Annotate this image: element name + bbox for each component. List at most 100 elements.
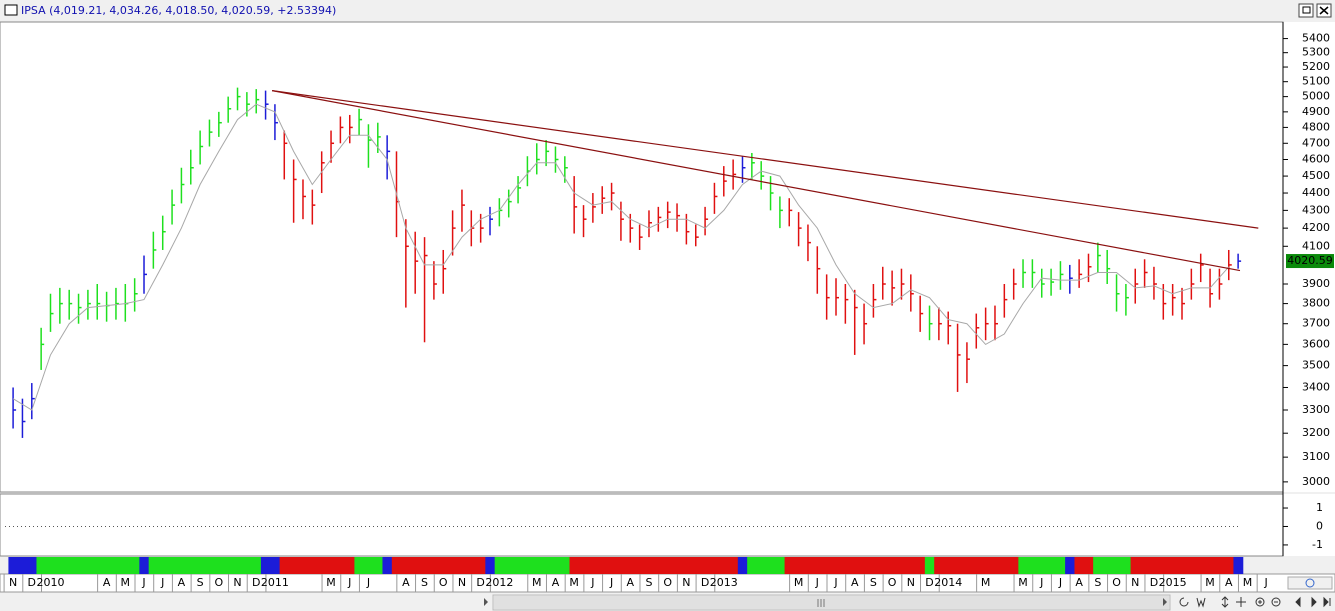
y-tick-label: 0	[1316, 519, 1323, 532]
x-tick-label: 2012	[485, 576, 513, 589]
trend-strip-segment	[644, 557, 655, 574]
trend-strip-segment	[532, 557, 542, 574]
x-tick-label: M	[981, 576, 991, 589]
scroll-thumb[interactable]	[494, 596, 1169, 609]
trend-strip-segment	[1018, 557, 1029, 574]
trend-strip-segment	[691, 557, 701, 574]
trend-strip-segment	[887, 557, 898, 574]
x-tick-label: N	[458, 576, 466, 589]
trend-strip-segment	[504, 557, 514, 574]
trend-strip-segment	[952, 557, 963, 574]
trend-strip-segment	[634, 557, 645, 574]
trend-strip-segment	[17, 557, 28, 574]
trend-strip-segment	[709, 557, 720, 574]
trend-strip-segment	[158, 557, 168, 574]
y-tick-label: 1	[1316, 501, 1323, 514]
indicator-panel	[0, 493, 1284, 557]
trend-strip-segment	[214, 557, 224, 574]
moving-average	[12, 103, 1230, 411]
x-tick-label: D	[476, 576, 484, 589]
trend-strip-segment	[1083, 557, 1094, 574]
trend-strip-segment	[868, 557, 879, 574]
thumb-grip	[817, 599, 825, 607]
x-tick-label: D	[925, 576, 933, 589]
toolbar-icons[interactable]	[1179, 596, 1331, 608]
y-tick-label: 4400	[1302, 186, 1330, 199]
y-tick-label: 3600	[1302, 337, 1330, 350]
trend-strip-segment	[1224, 557, 1234, 574]
trend-strip-segment	[1167, 557, 1178, 574]
last-price-label: 4020.59	[1287, 254, 1333, 267]
trend-strip-segment	[850, 557, 860, 574]
trend-strip-segment	[578, 557, 589, 574]
trend-strip-segment	[279, 557, 290, 574]
trend-strip-segment	[719, 557, 729, 574]
trend-strip-segment	[494, 557, 505, 574]
x-tick-label: J	[366, 576, 370, 589]
trend-strip-segment	[606, 557, 617, 574]
x-tick-label: O	[888, 576, 897, 589]
trend-strip-segment	[999, 557, 1010, 574]
x-tick-label: J	[815, 576, 819, 589]
trend-strip-segment	[129, 557, 140, 574]
x-tick-label: 2013	[710, 576, 738, 589]
trend-strip-segment	[447, 557, 458, 574]
trend-strip-segment	[429, 557, 440, 574]
trend-strip-segment	[1196, 557, 1206, 574]
y-tick-label: 4500	[1302, 169, 1330, 182]
trend-strip-segment	[485, 557, 496, 574]
restore-button[interactable]	[1298, 3, 1314, 18]
trend-strip-segment	[924, 557, 935, 574]
x-tick-label: A	[178, 576, 186, 589]
trend-line	[272, 90, 1241, 272]
trend-strip-segment	[148, 557, 159, 574]
x-tick-label: S	[421, 576, 428, 589]
trend-strip-segment	[1102, 557, 1113, 574]
trend-strip-segment	[803, 557, 814, 574]
chart-title: IPSA (4,019.21, 4,034.26, 4,018.50, 4,02…	[21, 4, 336, 17]
x-tick-label: S	[870, 576, 877, 589]
x-tick-label: O	[439, 576, 448, 589]
x-tick-label: 2015	[1159, 576, 1187, 589]
x-tick-label: A	[1075, 576, 1083, 589]
trend-strip-segment	[1074, 557, 1085, 574]
trend-strip-segment	[1121, 557, 1132, 574]
trend-strip-segment	[1037, 557, 1047, 574]
trend-strip-segment	[971, 557, 982, 574]
y-tick-label: 4200	[1302, 221, 1330, 234]
trend-strip-segment	[139, 557, 150, 574]
trend-strip-segment	[73, 557, 84, 574]
trend-strip-segment	[1093, 557, 1104, 574]
trend-strip-segment	[401, 557, 412, 574]
trend-strip-segment	[354, 557, 365, 574]
y-tick-label: -1	[1312, 538, 1323, 551]
zoom-button[interactable]	[1287, 576, 1333, 590]
trend-strip-segment	[1205, 557, 1216, 574]
x-tick-label: M	[1243, 576, 1253, 589]
x-tick-label: J	[590, 576, 594, 589]
trend-strip-segment	[317, 557, 327, 574]
x-tick-label: J	[160, 576, 164, 589]
trend-strip-segment	[92, 557, 103, 574]
trend-strip-segment	[1130, 557, 1141, 574]
y-tick-label: 3700	[1302, 317, 1330, 330]
x-tick-label: O	[663, 576, 672, 589]
y-tick-label: 4900	[1302, 105, 1330, 118]
trend-strip-segment	[1111, 557, 1122, 574]
close-icon	[1319, 6, 1329, 15]
x-tick-label: A	[552, 576, 560, 589]
y-tick-label: 4800	[1302, 120, 1330, 133]
trend-strip-segment	[438, 557, 449, 574]
trend-strip-segment	[943, 557, 954, 574]
trend-strip-segment	[8, 557, 19, 574]
trend-line	[272, 90, 1259, 229]
x-tick-label: M	[326, 576, 336, 589]
x-tick-label: 2011	[261, 576, 289, 589]
x-tick-label: N	[682, 576, 690, 589]
trend-strip-segment	[812, 557, 823, 574]
trend-strip-segment	[793, 557, 804, 574]
trend-strip-segment	[681, 557, 692, 574]
y-tick-label: 3300	[1302, 403, 1330, 416]
y-tick-label: 3800	[1302, 297, 1330, 310]
